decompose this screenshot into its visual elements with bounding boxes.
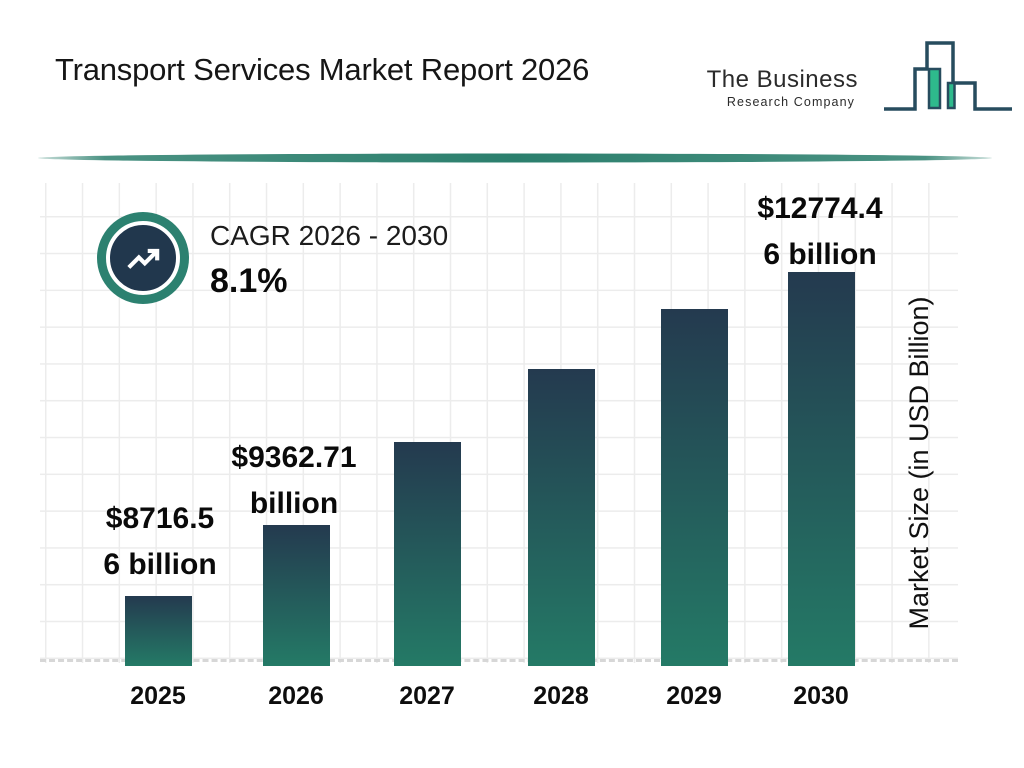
logo-company-subtitle: Research Company — [726, 95, 855, 109]
cagr-label: CAGR 2026 - 2030 — [210, 220, 449, 251]
bar-2026 — [263, 525, 330, 666]
bar-2029 — [661, 309, 728, 666]
x-tick-2027: 2027 — [399, 682, 455, 710]
x-tick-2028: 2028 — [533, 682, 589, 710]
x-tick-2025: 2025 — [130, 682, 186, 710]
page-title: Transport Services Market Report 2026 — [55, 52, 590, 87]
bar-2025 — [125, 596, 192, 666]
bar-2030 — [788, 272, 855, 666]
y-axis-title: Market Size (in USD Billion) — [904, 296, 934, 630]
value-label-line: $12774.4 — [757, 192, 883, 225]
logo-company-name: The Business — [706, 66, 858, 93]
trending-up-icon — [106, 221, 180, 295]
x-axis-dashed-line — [40, 659, 958, 662]
bar-2027 — [394, 442, 461, 666]
x-tick-2030: 2030 — [793, 682, 849, 710]
cagr-value: 8.1% — [210, 262, 288, 300]
value-label-line: $8716.5 — [105, 502, 215, 535]
x-tick-2029: 2029 — [666, 682, 722, 710]
divider — [38, 153, 992, 163]
x-tick-2026: 2026 — [268, 682, 324, 710]
value-label-line: billion — [249, 487, 339, 520]
company-logo: The Business Research Company — [690, 38, 1012, 124]
logo-text: The Business Research Company — [707, 66, 858, 109]
cagr-badge — [97, 212, 189, 304]
value-label-line: $9362.71 — [231, 441, 357, 474]
bar-2028 — [528, 369, 595, 666]
value-label-2025: $8716.5 6 billion — [55, 496, 265, 588]
value-label-line: 6 billion — [763, 238, 877, 271]
bar-chart-skyline-icon — [884, 41, 1012, 111]
value-label-line: 6 billion — [103, 548, 217, 581]
value-label-2030: $12774.4 6 billion — [715, 186, 925, 278]
value-label-2026: $9362.71 billion — [189, 435, 399, 527]
